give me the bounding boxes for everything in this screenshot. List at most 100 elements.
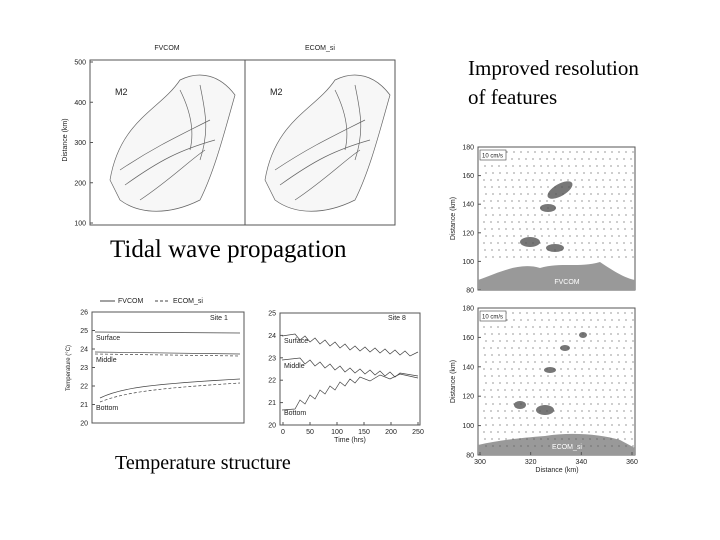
- vector: [547, 312, 549, 314]
- vector: [547, 417, 549, 419]
- vector: [623, 326, 625, 328]
- vector: [562, 340, 564, 342]
- vector: [525, 242, 527, 244]
- vector: [611, 256, 613, 258]
- vector: [611, 340, 613, 342]
- vector: [484, 375, 486, 377]
- vector: [595, 347, 597, 349]
- series-lines: [281, 333, 419, 411]
- vector: [534, 382, 536, 384]
- vector: [497, 221, 499, 223]
- vector: [485, 256, 487, 258]
- vector: [597, 151, 599, 153]
- vector: [541, 445, 543, 447]
- vector: [534, 151, 536, 153]
- vector: [561, 354, 563, 356]
- vector: [484, 438, 486, 440]
- vector: [604, 424, 606, 426]
- vector: [512, 249, 514, 251]
- vector: [568, 165, 570, 167]
- vector: [609, 158, 611, 160]
- vector: [533, 417, 535, 419]
- vector: [581, 179, 583, 181]
- vector: [609, 431, 611, 433]
- vector: [532, 347, 534, 349]
- vector: [623, 389, 625, 391]
- vector: [569, 403, 571, 405]
- vector: [546, 431, 548, 433]
- vector: [546, 158, 548, 160]
- vector: [506, 382, 508, 384]
- vector: [511, 389, 513, 391]
- land: [478, 262, 635, 290]
- scale-label: 10 cm/s: [482, 154, 503, 160]
- vector: [597, 319, 599, 321]
- vector: [525, 410, 527, 412]
- vector: [533, 207, 535, 209]
- vector: [526, 228, 528, 230]
- layer-label: Surface: [96, 335, 120, 342]
- vector: [490, 179, 492, 181]
- map-frame: [477, 307, 636, 456]
- y-tick-label: 200: [74, 180, 86, 187]
- vector: [553, 368, 555, 370]
- vector: [484, 249, 486, 251]
- vector: [555, 424, 557, 426]
- vector: [518, 347, 520, 349]
- vector: [624, 396, 626, 398]
- vector: [555, 382, 557, 384]
- vector: [513, 382, 515, 384]
- vector: [512, 228, 514, 230]
- vector: [632, 256, 634, 258]
- vector: [597, 214, 599, 216]
- vector: [506, 214, 508, 216]
- vector: [602, 158, 604, 160]
- vector: [631, 228, 633, 230]
- vector: [498, 354, 500, 356]
- vector: [610, 396, 612, 398]
- vector: [582, 165, 584, 167]
- vector: [632, 382, 634, 384]
- vector: [576, 193, 578, 195]
- vector: [526, 165, 528, 167]
- vector: [590, 214, 592, 216]
- vector: [498, 417, 500, 419]
- vector: [554, 228, 556, 230]
- vector: [575, 396, 577, 398]
- vector: [597, 424, 599, 426]
- vector: [527, 340, 529, 342]
- vector: [576, 235, 578, 237]
- vector: [555, 340, 557, 342]
- vector: [548, 340, 550, 342]
- vector: [526, 207, 528, 209]
- vector: [560, 410, 562, 412]
- panel-label: M2: [115, 87, 128, 97]
- vector: [546, 326, 548, 328]
- vector: [631, 333, 633, 335]
- vector: [504, 410, 506, 412]
- vector: [623, 347, 625, 349]
- vector: [539, 200, 541, 202]
- vector: [603, 186, 605, 188]
- legend-label: FVCOM: [118, 298, 143, 305]
- vector: [560, 326, 562, 328]
- vector: [485, 445, 487, 447]
- vector: [596, 249, 598, 251]
- x-tick-label: 320: [525, 459, 537, 466]
- vector: [617, 354, 619, 356]
- vector: [604, 172, 606, 174]
- vector: [506, 319, 508, 321]
- vector: [512, 417, 514, 419]
- vector: [539, 368, 541, 370]
- vector: [490, 368, 492, 370]
- vector: [540, 312, 542, 314]
- vector: [485, 382, 487, 384]
- vector: [492, 340, 494, 342]
- vector: [574, 221, 576, 223]
- vector: [483, 200, 485, 202]
- vector: [513, 214, 515, 216]
- vector: [611, 214, 613, 216]
- vector: [574, 410, 576, 412]
- vector: [568, 333, 570, 335]
- vector: [596, 375, 598, 377]
